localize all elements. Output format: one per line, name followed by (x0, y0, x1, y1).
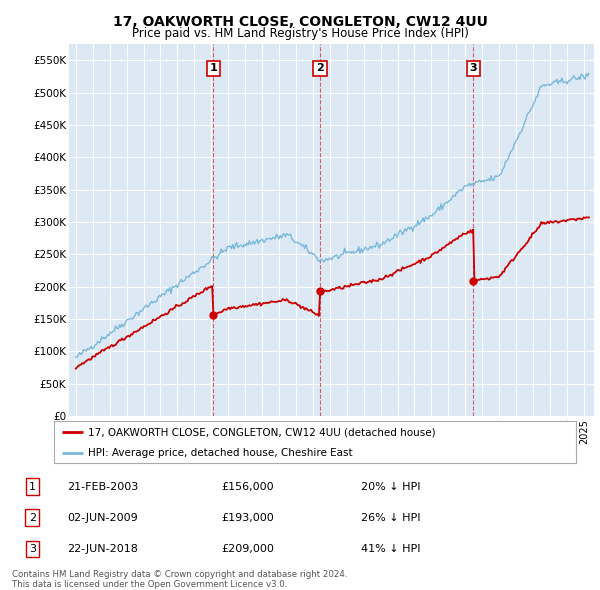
Text: 2: 2 (316, 63, 324, 73)
Text: 26% ↓ HPI: 26% ↓ HPI (361, 513, 421, 523)
Text: £156,000: £156,000 (221, 481, 274, 491)
Text: HPI: Average price, detached house, Cheshire East: HPI: Average price, detached house, Ches… (88, 448, 353, 457)
Text: 3: 3 (469, 63, 477, 73)
Text: 21-FEB-2003: 21-FEB-2003 (67, 481, 139, 491)
Text: 1: 1 (209, 63, 217, 73)
Text: £193,000: £193,000 (221, 513, 274, 523)
Text: Contains HM Land Registry data © Crown copyright and database right 2024.
This d: Contains HM Land Registry data © Crown c… (12, 570, 347, 589)
Text: 22-JUN-2018: 22-JUN-2018 (67, 544, 138, 554)
Text: 02-JUN-2009: 02-JUN-2009 (67, 513, 138, 523)
Text: 17, OAKWORTH CLOSE, CONGLETON, CW12 4UU (detached house): 17, OAKWORTH CLOSE, CONGLETON, CW12 4UU … (88, 427, 436, 437)
Text: £209,000: £209,000 (221, 544, 274, 554)
Text: 17, OAKWORTH CLOSE, CONGLETON, CW12 4UU: 17, OAKWORTH CLOSE, CONGLETON, CW12 4UU (113, 15, 487, 29)
Text: 3: 3 (29, 544, 36, 554)
Text: 20% ↓ HPI: 20% ↓ HPI (361, 481, 421, 491)
Text: 2: 2 (29, 513, 36, 523)
Text: 41% ↓ HPI: 41% ↓ HPI (361, 544, 421, 554)
Text: 1: 1 (29, 481, 36, 491)
Text: Price paid vs. HM Land Registry's House Price Index (HPI): Price paid vs. HM Land Registry's House … (131, 27, 469, 40)
